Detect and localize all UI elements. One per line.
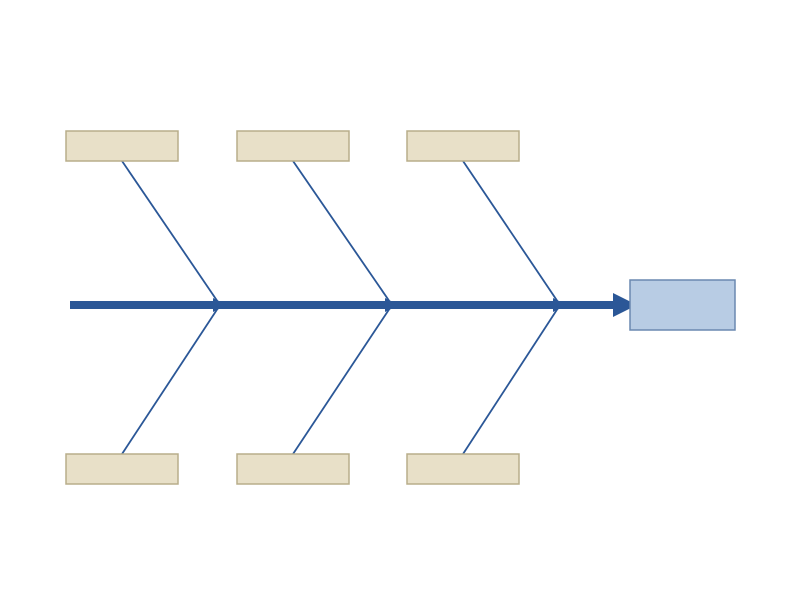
cause-box-bottom-1	[66, 454, 178, 484]
cause-box-top-2	[237, 131, 349, 161]
fishbone-diagram	[0, 0, 800, 607]
effect-box	[630, 280, 735, 330]
cause-box-bottom-2	[237, 454, 349, 484]
cause-box-top-3	[407, 131, 519, 161]
cause-box-top-1	[66, 131, 178, 161]
cause-box-bottom-3	[407, 454, 519, 484]
